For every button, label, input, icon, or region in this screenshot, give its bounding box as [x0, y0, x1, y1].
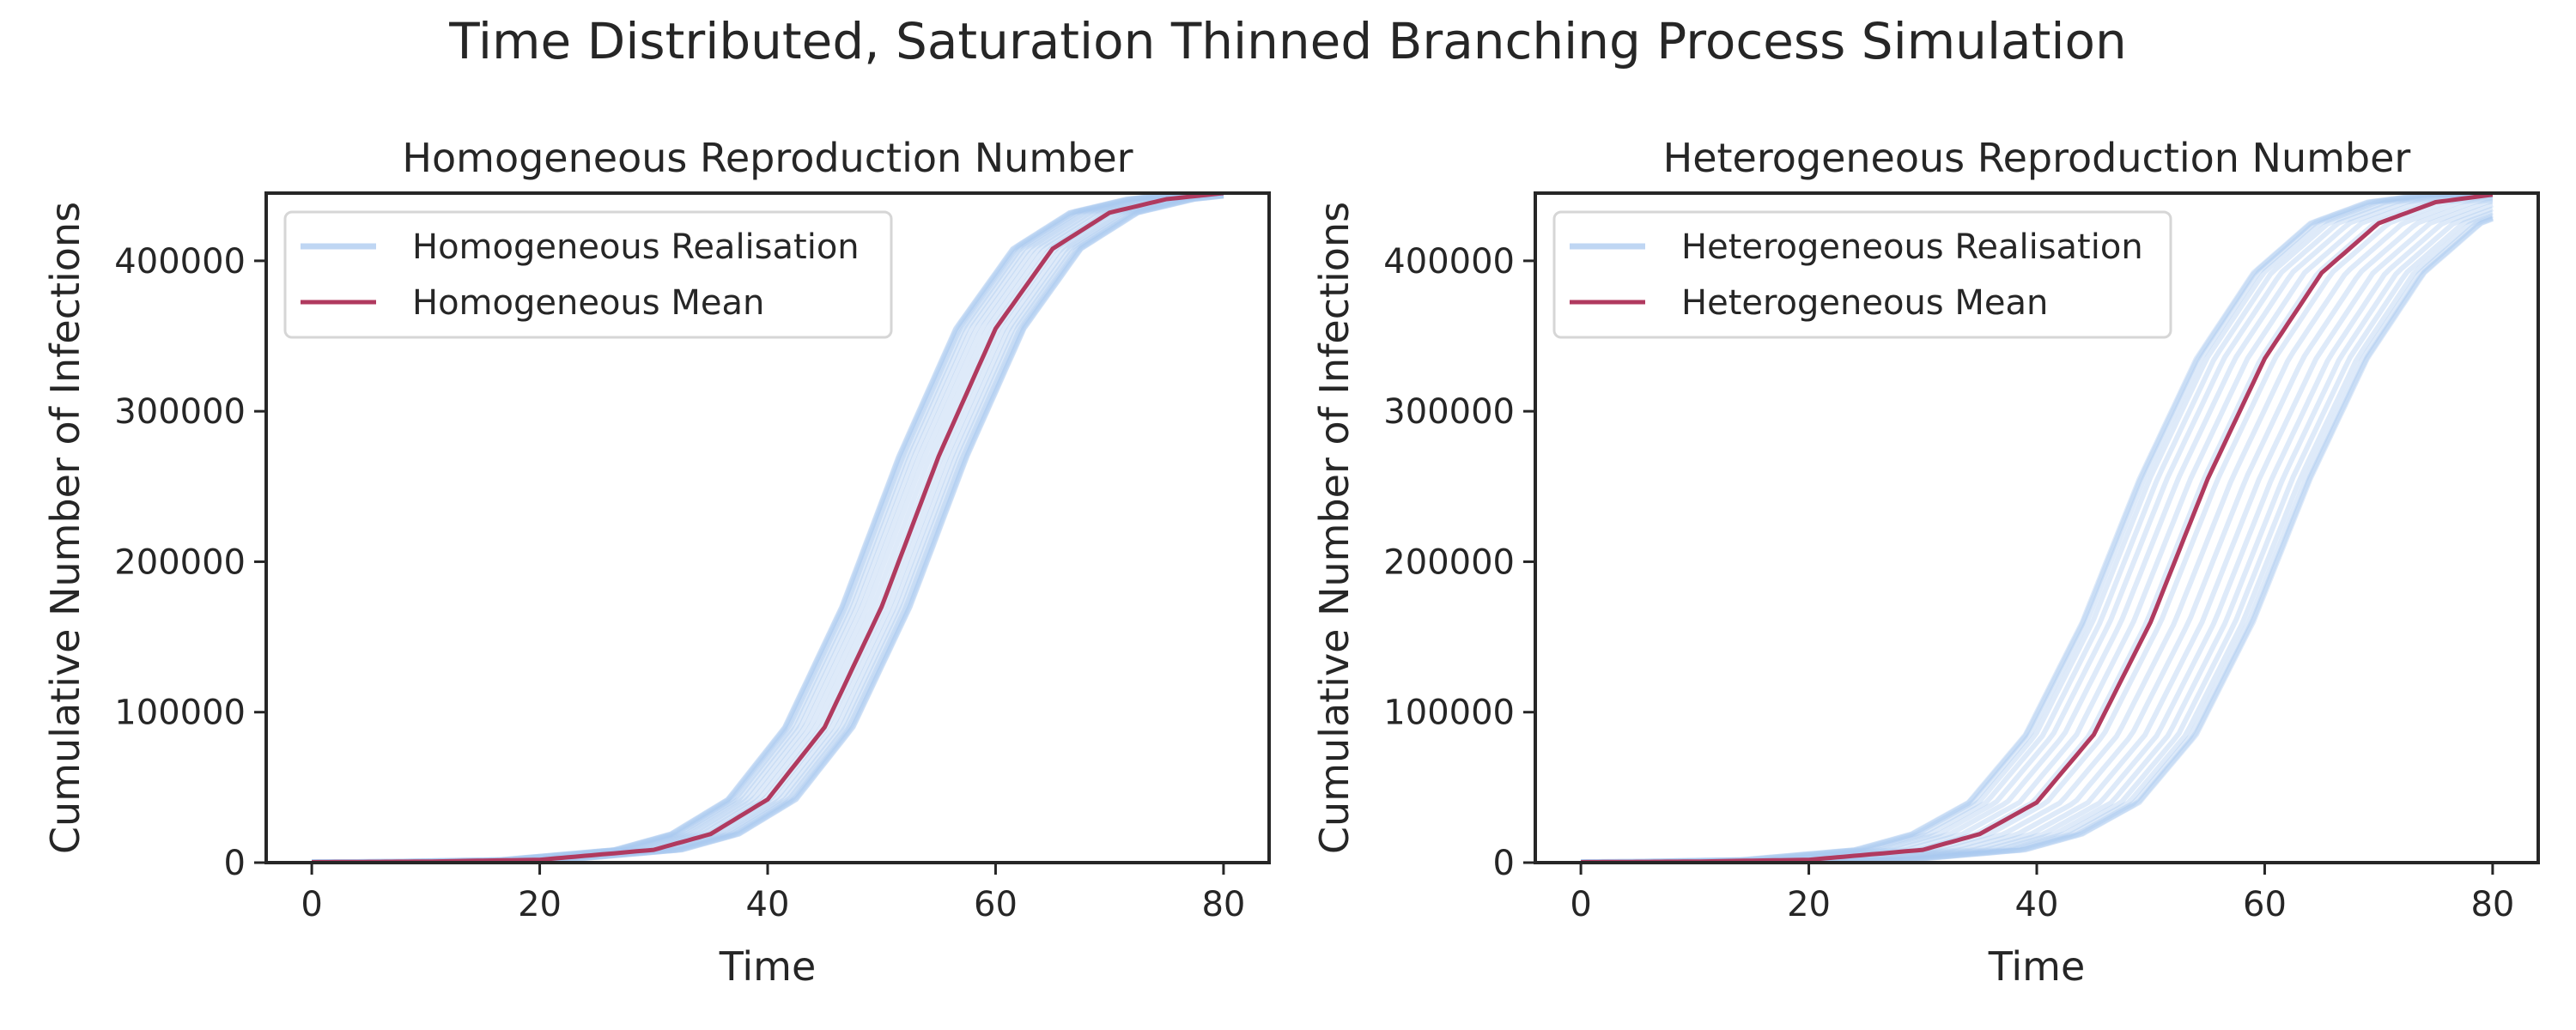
- panel-title: Heterogeneous Reproduction Number: [1663, 135, 2411, 181]
- x-tick-label: 0: [301, 885, 322, 924]
- legend-entry-label: Homogeneous Mean: [412, 283, 764, 323]
- x-tick-label: 80: [2470, 885, 2514, 924]
- x-tick-label: 80: [1201, 885, 1245, 924]
- legend: Heterogeneous Realisation Heterogeneous M…: [1552, 210, 2172, 339]
- figure-suptitle: Time Distributed, Saturation Thinned Bra…: [449, 12, 2127, 70]
- x-tick-label: 20: [1787, 885, 1831, 924]
- legend-entry-label: Heterogeneous Mean: [1681, 283, 2048, 323]
- y-tick-label: 0: [224, 844, 246, 883]
- x-axis-label: Time: [1988, 943, 2086, 990]
- y-tick-label: 100000: [1383, 694, 1515, 733]
- legend-entry-label: Heterogeneous Realisation: [1681, 227, 2143, 267]
- y-tick-label: 100000: [114, 694, 246, 733]
- x-axis-label: Time: [719, 943, 817, 990]
- legend: Homogeneous Realisation Homogeneous Mean: [283, 210, 893, 339]
- chart-panel-2: 0 20 40 60 80 0 100000 200000 300000 400000 Time Cu…: [1311, 135, 2540, 990]
- x-tick-label: 60: [2243, 885, 2287, 924]
- y-tick-label: 300000: [1383, 392, 1515, 432]
- chart-panel-1: 0 20 40 60 80 0 100000 200000 300000 400000 Time Cu…: [42, 135, 1271, 990]
- y-tick-label: 400000: [1383, 242, 1515, 282]
- x-tick-label: 20: [518, 885, 562, 924]
- y-tick-label: 300000: [114, 392, 246, 432]
- y-tick-label: 0: [1493, 844, 1515, 883]
- y-axis-label: Cumulative Number of Infections: [1311, 202, 1358, 854]
- y-axis-label: Cumulative Number of Infections: [42, 202, 88, 854]
- panel-title: Homogeneous Reproduction Number: [402, 135, 1133, 181]
- y-tick-label: 200000: [114, 542, 246, 582]
- legend-box: [283, 210, 893, 339]
- x-tick-label: 40: [2015, 885, 2059, 924]
- legend-box: [1552, 210, 2172, 339]
- y-tick-label: 400000: [114, 242, 246, 282]
- x-tick-label: 40: [746, 885, 790, 924]
- legend-entry-label: Homogeneous Realisation: [412, 227, 860, 267]
- y-tick-label: 200000: [1383, 542, 1515, 582]
- x-tick-label: 0: [1570, 885, 1591, 924]
- x-tick-label: 60: [974, 885, 1018, 924]
